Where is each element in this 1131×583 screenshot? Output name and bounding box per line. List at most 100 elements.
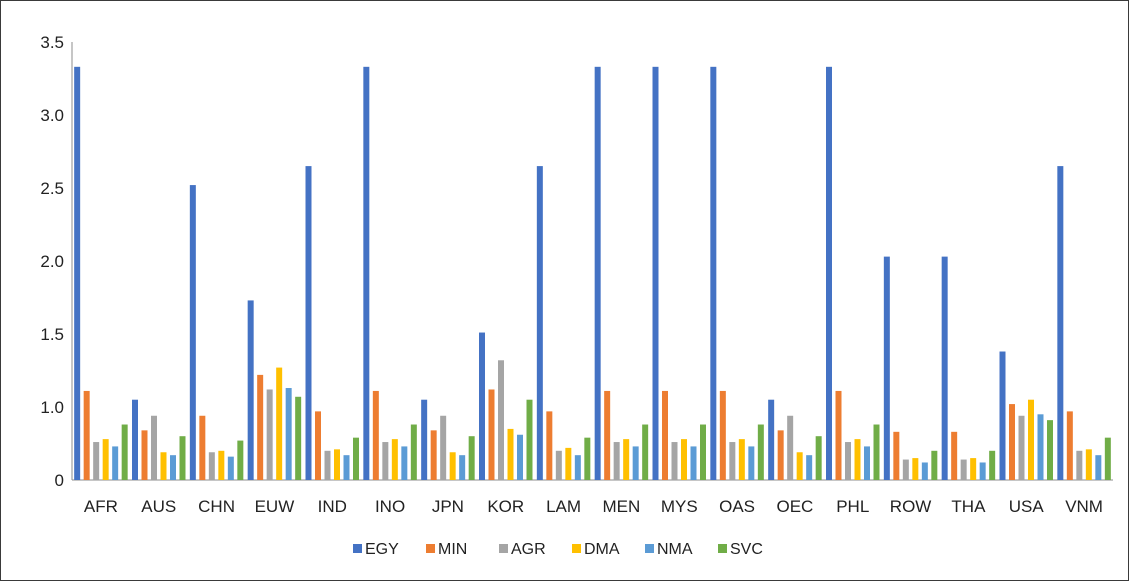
- bar-dma-men: [623, 439, 630, 480]
- bar-egy-ino: [363, 66, 370, 480]
- bar-nma-phl: [864, 446, 870, 480]
- bar-agr-men: [613, 442, 620, 480]
- bar-min-oec: [777, 430, 784, 480]
- bar-min-jpn: [430, 430, 437, 480]
- bar-nma-vnm: [1095, 455, 1102, 480]
- bar-svc-men: [642, 424, 649, 480]
- legend-label-svc: SVC: [730, 541, 763, 558]
- bar-svc-ino: [410, 424, 417, 480]
- y-tick-label: 2.0: [40, 252, 64, 271]
- bar-min-afr: [83, 390, 90, 480]
- bar-dma-lam: [565, 447, 572, 480]
- x-tick-label: MYS: [661, 497, 698, 516]
- bar-dma-chn: [218, 450, 225, 480]
- x-tick-label: OAS: [719, 497, 755, 516]
- bar-svc-euw: [295, 396, 302, 480]
- x-tick-label: VNM: [1065, 497, 1103, 516]
- bar-dma-mys: [681, 439, 687, 480]
- bar-svc-chn: [237, 440, 244, 480]
- legend-label-nma: NMA: [657, 541, 693, 558]
- bar-dma-aus: [160, 452, 167, 480]
- x-tick-label: THA: [951, 497, 986, 516]
- bar-egy-usa: [999, 351, 1006, 480]
- bar-agr-kor: [498, 360, 504, 480]
- x-tick-label: INO: [375, 497, 405, 516]
- bar-egy-men: [594, 66, 601, 480]
- x-tick-label: MEN: [603, 497, 641, 516]
- bar-nma-mys: [690, 446, 697, 480]
- bar-agr-lam: [555, 450, 562, 480]
- bar-nma-kor: [517, 434, 523, 480]
- bar-egy-oas: [710, 66, 717, 480]
- bar-svc-row: [931, 450, 938, 480]
- bar-dma-kor: [507, 428, 514, 480]
- bar-dma-oas: [738, 439, 745, 480]
- legend-swatch-agr: [499, 544, 508, 553]
- bar-nma-chn: [227, 456, 234, 480]
- x-tick-label: IND: [318, 497, 347, 516]
- bar-min-ino: [372, 390, 379, 480]
- x-tick-label: OEC: [776, 497, 813, 516]
- bar-nma-jpn: [459, 455, 466, 480]
- bar-min-euw: [257, 374, 264, 480]
- bar-min-vnm: [1066, 411, 1073, 480]
- bar-dma-vnm: [1085, 449, 1092, 480]
- bar-min-usa: [1009, 404, 1015, 480]
- bar-min-tha: [951, 431, 958, 480]
- legend-label-min: MIN: [438, 541, 467, 558]
- bar-agr-aus: [151, 415, 157, 480]
- legend-swatch-dma: [572, 544, 581, 553]
- bar-min-mys: [662, 390, 668, 480]
- x-tick-label: ROW: [890, 497, 932, 516]
- bar-min-men: [604, 390, 611, 480]
- y-tick-label: 2.5: [40, 179, 64, 198]
- bar-agr-jpn: [440, 415, 447, 480]
- bar-nma-row: [921, 462, 928, 480]
- bar-nma-afr: [112, 446, 119, 480]
- x-tick-label: PHL: [836, 497, 869, 516]
- bar-agr-oec: [787, 415, 794, 480]
- bar-nma-tha: [979, 462, 986, 480]
- bar-dma-jpn: [449, 452, 456, 480]
- x-tick-label: KOR: [487, 497, 524, 516]
- bar-svc-usa: [1047, 420, 1053, 480]
- bar-agr-afr: [93, 442, 100, 480]
- bar-agr-phl: [845, 442, 851, 480]
- bar-agr-usa: [1018, 415, 1025, 480]
- bar-egy-tha: [941, 256, 948, 480]
- bar-svc-mys: [700, 424, 706, 480]
- y-tick-label: 3.5: [40, 33, 64, 52]
- bar-egy-lam: [536, 166, 543, 480]
- bar-svc-tha: [989, 450, 996, 480]
- bar-egy-row: [883, 256, 890, 480]
- bar-agr-mys: [671, 442, 678, 480]
- y-tick-label: 3.0: [40, 106, 64, 125]
- bar-min-aus: [141, 430, 148, 480]
- bar-egy-phl: [826, 66, 832, 480]
- bar-dma-tha: [970, 458, 977, 480]
- bar-dma-ino: [391, 439, 398, 480]
- bar-egy-aus: [132, 399, 138, 480]
- bar-egy-chn: [189, 185, 196, 480]
- bar-svc-ind: [353, 437, 359, 480]
- bar-egy-oec: [768, 399, 775, 480]
- bar-nma-ind: [343, 455, 350, 480]
- x-tick-label: USA: [1009, 497, 1045, 516]
- bar-nma-lam: [574, 455, 581, 480]
- bar-svc-phl: [873, 424, 880, 480]
- bar-agr-vnm: [1076, 450, 1083, 480]
- bar-agr-ino: [382, 442, 389, 480]
- bar-egy-afr: [74, 66, 81, 480]
- bar-svc-lam: [584, 437, 591, 480]
- bar-svc-vnm: [1104, 437, 1111, 480]
- bar-min-ind: [315, 411, 321, 480]
- bar-nma-usa: [1037, 414, 1044, 480]
- bar-egy-jpn: [421, 399, 428, 480]
- x-tick-label: JPN: [432, 497, 464, 516]
- bar-egy-mys: [652, 66, 659, 480]
- bar-agr-row: [902, 459, 909, 480]
- bar-min-chn: [199, 415, 206, 480]
- bar-egy-euw: [247, 300, 254, 480]
